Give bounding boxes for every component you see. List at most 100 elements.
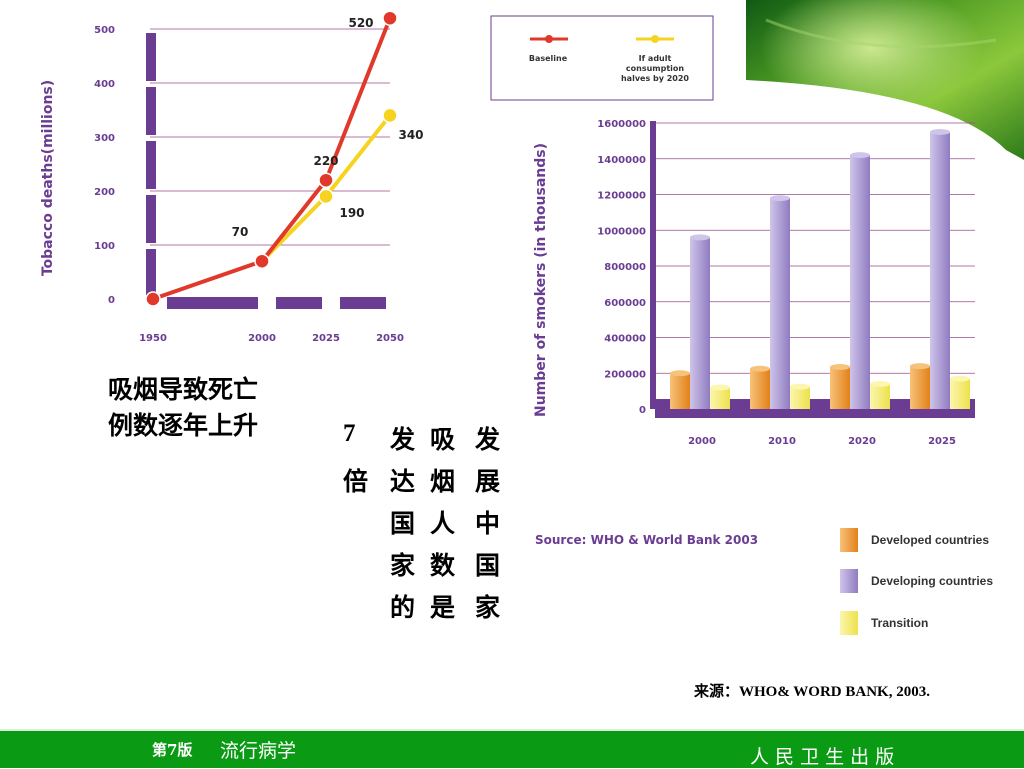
- footer-bar: 第7版 流行病学 人 民 卫 生 出 版: [0, 731, 1024, 768]
- vertical-caption-char: 数: [430, 551, 456, 580]
- line-chart-point: [382, 10, 398, 26]
- vertical-caption-char: 展: [475, 467, 501, 496]
- bar-chart-bar-top: [850, 152, 870, 159]
- bar-chart-bar: [910, 366, 930, 409]
- vertical-caption-char: 国: [475, 551, 501, 580]
- bar-chart-bar-top: [790, 383, 810, 390]
- bar-chart-bar-top: [750, 365, 770, 372]
- bar-chart-bar: [710, 387, 730, 409]
- line-chart-x-band: [167, 297, 258, 309]
- bar-chart-x-tick: 2000: [688, 436, 716, 447]
- legend-halves-label: If adult consumption halves by 2020: [621, 54, 689, 83]
- line-chart-point: [318, 172, 334, 188]
- bar-chart-bar-top: [710, 384, 730, 391]
- vertical-caption-char: 倍: [343, 467, 369, 496]
- line-chart-legend: Baseline If adult consumption halves by 20…: [490, 15, 714, 101]
- bar-chart-x-tick: 2025: [928, 436, 956, 447]
- line-chart-x-band: [276, 297, 322, 309]
- vertical-caption-char: 吸: [430, 425, 456, 454]
- bar-chart-bar-top: [910, 363, 930, 370]
- bar-chart-bar-top: [770, 195, 790, 202]
- bar-chart-y-tick: 1600000: [597, 119, 646, 130]
- line-chart-x-tick: 1950: [139, 333, 167, 344]
- bar-chart-bar-top: [670, 370, 690, 377]
- bar-chart-bar-top: [690, 234, 710, 241]
- bar-chart-y-ticks: 0 200000 400000 600000 800000 1000000 1200000 1…: [597, 119, 646, 416]
- line-chart-series-line: [152, 17, 392, 301]
- footer-edition: 第7版: [152, 741, 193, 759]
- footer-divider: [0, 729, 1024, 731]
- caption-left: 吸烟导致死亡 例数逐年上升: [108, 372, 258, 444]
- bar-chart-y-tick: 200000: [604, 369, 646, 380]
- line-chart-data-label: 190: [339, 206, 364, 220]
- bar-legend-label: Developed countries: [871, 533, 989, 547]
- bar-chart-bar: [670, 373, 690, 409]
- bar-chart-bar: [950, 378, 970, 409]
- line-chart-x-tick: 2050: [376, 333, 404, 344]
- vertical-caption-char: 是: [430, 593, 456, 622]
- caption-left-line2: 例数逐年上升: [108, 411, 259, 440]
- line-chart-data-label: 70: [232, 225, 249, 239]
- vertical-caption-char: 国: [390, 509, 416, 538]
- line-chart-point: [382, 107, 398, 124]
- bar-legend-swatch: [840, 569, 858, 593]
- line-chart-y-tick: 0: [108, 295, 115, 306]
- bar-chart-source: Source: WHO & World Bank 2003: [535, 533, 758, 547]
- vertical-caption-char: 中: [475, 509, 501, 538]
- smokers-bar-chart: Baseline If adult consumption halves by 20…: [490, 15, 993, 635]
- line-chart-data-label: 520: [348, 16, 373, 30]
- line-chart-y-band: [146, 249, 156, 297]
- bar-chart-bar: [930, 131, 950, 409]
- bar-chart-bar: [830, 366, 850, 409]
- vertical-caption-char: 达: [390, 467, 416, 496]
- bar-chart-y-tick: 800000: [604, 262, 646, 273]
- bar-chart-y-tick: 1400000: [597, 155, 646, 166]
- leaf-decoration-image: [746, 0, 1024, 160]
- footer-publisher: 人 民 卫 生 出 版: [750, 746, 895, 768]
- bar-chart-x-tick: 2020: [848, 436, 876, 447]
- line-chart-point: [318, 188, 334, 205]
- bar-chart-bar: [770, 198, 790, 409]
- bar-chart-y-axis: [650, 121, 656, 409]
- line-chart-point: [145, 291, 161, 307]
- bar-chart-legend: Developed countries Developing countries T…: [840, 528, 993, 635]
- line-chart-y-tick: 200: [94, 187, 115, 198]
- line-chart-y-tick: 300: [94, 133, 115, 144]
- bar-chart-x-tick: 2010: [768, 436, 796, 447]
- bar-chart-y-tick: 600000: [604, 298, 646, 309]
- bar-chart-bar: [850, 155, 870, 409]
- bar-chart-bar: [870, 383, 890, 409]
- line-chart-y-band: [146, 195, 156, 243]
- bar-chart-y-tick: 400000: [604, 334, 646, 345]
- bar-chart-y-tick: 1000000: [597, 226, 646, 237]
- bar-chart-floor: [655, 399, 975, 418]
- tobacco-deaths-line-chart: 0 100 200 300 400 500 1950 2000 2025 2050 70 220 1…: [40, 10, 424, 344]
- bar-chart-bar: [750, 368, 770, 409]
- bar-chart-y-tick: 0: [639, 405, 646, 416]
- bar-chart-grid: [650, 121, 975, 418]
- line-chart-x-ticks: 1950 2000 2025 2050: [139, 333, 404, 344]
- line-chart-y-tick: 500: [94, 25, 115, 36]
- line-chart-axis-bands: [146, 33, 386, 309]
- line-chart-y-tick: 400: [94, 79, 115, 90]
- line-chart-grid: [150, 28, 390, 246]
- bar-legend-label: Developing countries: [871, 574, 993, 588]
- line-chart-data-label: 340: [398, 128, 423, 142]
- bar-chart-y-tick: 1200000: [597, 191, 646, 202]
- bar-chart-y-axis-label: Number of smokers (in thousands): [533, 143, 549, 417]
- vertical-caption-char: 烟: [430, 467, 456, 496]
- vertical-caption-char: 家: [390, 551, 416, 580]
- line-chart-point: [254, 253, 270, 269]
- bar-legend-swatch: [840, 528, 858, 552]
- source-cn: 来源：WHO& WORD BANK, 2003.: [694, 684, 930, 700]
- bar-chart-x-ticks: 2000 2010 2020 2025: [688, 436, 956, 447]
- vertical-caption-char: 人: [430, 509, 456, 538]
- line-chart-x-tick: 2000: [248, 333, 276, 344]
- bar-chart-bar-top: [930, 128, 950, 135]
- vertical-caption-char: 的: [390, 593, 416, 622]
- caption-left-line1: 吸烟导致死亡: [108, 375, 259, 404]
- vertical-caption-char: 家: [475, 593, 501, 622]
- line-chart-y-band: [146, 87, 156, 135]
- footer-title: 流行病学: [220, 740, 297, 762]
